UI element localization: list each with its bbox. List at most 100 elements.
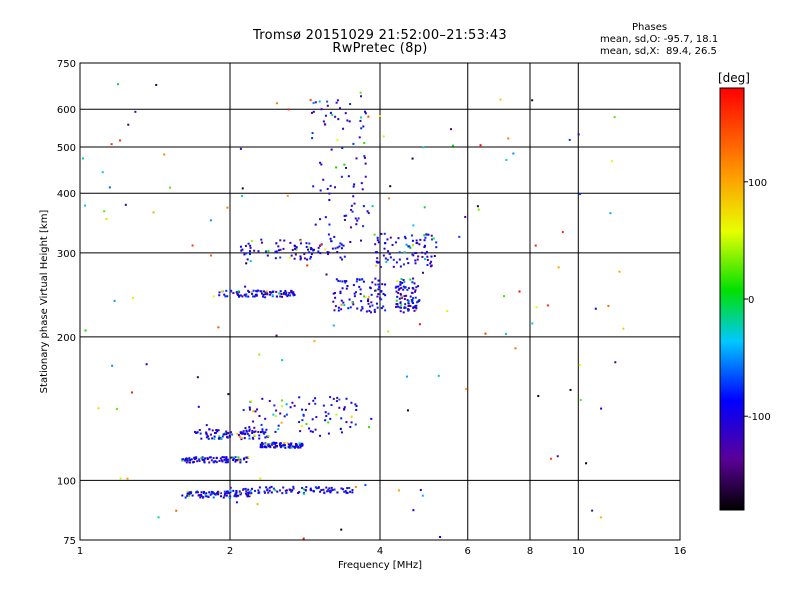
scatter-point (409, 278, 412, 281)
scatter-point (211, 437, 214, 440)
scatter-point (349, 306, 352, 309)
scatter-point (265, 291, 268, 294)
scatter-point (578, 363, 581, 366)
scatter-point (244, 487, 247, 490)
scatter-point (299, 430, 302, 433)
scatter-point (319, 490, 322, 493)
scatter-point (241, 432, 244, 435)
scatter-point (266, 488, 269, 491)
scatter-point (258, 486, 261, 489)
scatter-point (579, 399, 582, 402)
scatter-point (314, 486, 317, 489)
scatter-point (195, 456, 198, 459)
scatter-point (225, 459, 228, 462)
scatter-point (350, 401, 353, 404)
scatter-point (345, 421, 348, 424)
scatter-point (378, 286, 381, 289)
scatter-point (384, 283, 387, 286)
scatter-point (175, 509, 178, 512)
scatter-point (222, 496, 225, 499)
scatter-point (507, 137, 510, 140)
scatter-point (309, 98, 312, 101)
scatter-point (297, 492, 300, 495)
scatter-point (239, 294, 242, 297)
scatter-point (285, 291, 288, 294)
scatter-point (404, 237, 407, 240)
scatter-point (341, 287, 344, 290)
scatter-point (218, 491, 221, 494)
scatter-point (261, 430, 264, 433)
scatter-point (244, 492, 247, 495)
scatter-point (204, 493, 207, 496)
scatter-point (232, 459, 235, 462)
scatter-point (267, 434, 270, 437)
scatter-point (226, 461, 229, 464)
phase-o-stats: mean, sd,O: -95.7, 18.1 (600, 34, 719, 45)
scatter-point (407, 302, 410, 305)
scatter-point (354, 423, 357, 426)
scatter-point (369, 305, 372, 308)
scatter-point (284, 289, 287, 292)
scatter-point (243, 432, 246, 435)
plot-frame (79, 62, 681, 541)
scatter-point (424, 252, 427, 255)
scatter-point (314, 397, 317, 400)
scatter-point (311, 132, 314, 135)
scatter-point (189, 459, 192, 462)
scatter-point (309, 257, 312, 260)
scatter-point (326, 490, 329, 493)
scatter-point (353, 183, 356, 186)
scatter-point (430, 238, 433, 241)
scatter-point (359, 95, 362, 98)
scatter-point (284, 489, 287, 492)
scatter-point (206, 457, 209, 460)
scatter-point (394, 241, 397, 244)
scatter-point (227, 492, 230, 495)
scatter-point (97, 407, 100, 410)
scatter-point (353, 292, 356, 295)
scatter-point (155, 83, 158, 86)
scatter-point (291, 445, 294, 448)
scatter-point (196, 490, 199, 493)
colorbar-ticks: 100 0 -100 (744, 178, 771, 423)
scatter-point (370, 301, 373, 304)
scatter-point (349, 226, 352, 229)
scatter-point (252, 410, 255, 413)
scatter-point (395, 261, 398, 264)
scatter-point (130, 391, 133, 394)
scatter-point (407, 300, 410, 303)
scatter-point (411, 239, 414, 242)
scatter-point (225, 492, 228, 495)
scatter-point (512, 152, 515, 155)
scatter-point (299, 255, 302, 258)
scatter-point (411, 292, 414, 295)
scatter-point (320, 243, 323, 246)
scatter-point (400, 278, 403, 281)
scatter-point (330, 148, 333, 151)
y-tick-label: 500 (57, 143, 76, 154)
scatter-point (223, 492, 226, 495)
scatter-point (232, 489, 235, 492)
scatter-point (281, 399, 284, 402)
scatter-point (286, 295, 289, 298)
scatter-point (349, 490, 352, 493)
scatter-point (238, 491, 241, 494)
scatter-point (273, 446, 276, 449)
scatter-point (599, 516, 602, 519)
scatter-point (414, 259, 417, 262)
scatter-point (248, 437, 251, 440)
scatter-point (195, 457, 198, 460)
scatter-point (277, 424, 280, 427)
scatter-point (244, 285, 247, 288)
scatter-point (240, 492, 243, 495)
scatter-point (241, 248, 244, 251)
scatter-point (215, 457, 218, 460)
scatter-point (277, 428, 280, 431)
scatter-point (435, 246, 438, 249)
scatter-point (246, 495, 249, 498)
scatter-point (235, 494, 238, 497)
scatter-point (355, 291, 358, 294)
scatter-point (241, 295, 244, 298)
scatter-point (346, 119, 349, 122)
scatter-point (401, 281, 404, 284)
